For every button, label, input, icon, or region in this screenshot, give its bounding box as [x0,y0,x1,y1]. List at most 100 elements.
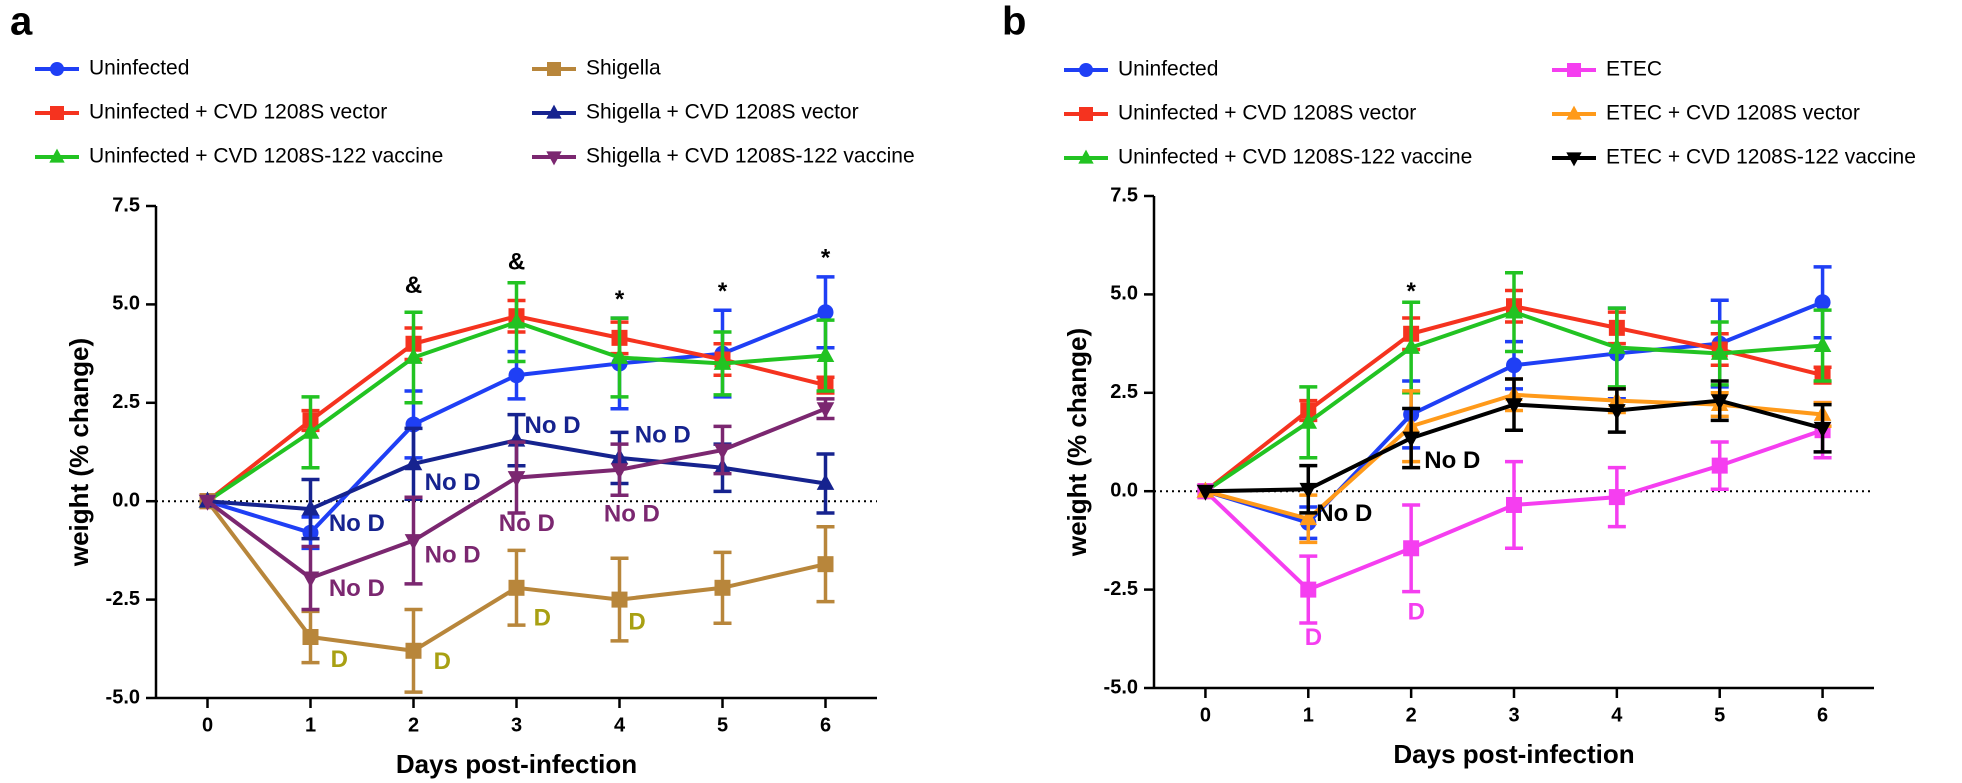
legend-label: Uninfected [89,57,189,80]
data-point [1403,540,1420,557]
x-tick-label: 2 [1406,704,1417,726]
legend-marker [49,148,65,163]
x-axis-label: Days post-infection [396,749,637,779]
legend-label: ETEC + CVD 1208S vector [1606,102,1860,125]
legend-label: Uninfected + CVD 1208S vector [1118,102,1416,125]
legend-marker [1566,152,1582,167]
x-tick-label: 5 [717,714,728,736]
panel-label: a [10,0,33,44]
annotation: No D [329,575,385,602]
legend-label: Uninfected + CVD 1208S-122 vaccine [89,145,443,168]
legend-label: Shigella [586,57,661,80]
data-point [816,473,835,490]
legend-marker [546,104,562,119]
x-tick-label: 4 [614,714,626,736]
data-point [508,579,525,596]
legend-marker [50,62,64,76]
x-tick-label: 0 [1200,704,1211,726]
data-point [1813,421,1832,438]
annotation: No D [604,500,660,527]
legend-label: Shigella + CVD 1208S vector [586,101,859,124]
data-point [713,443,732,460]
data-point [1711,457,1728,474]
legend-marker [1567,63,1581,77]
legend-marker [1079,107,1093,121]
data-point [713,353,732,370]
legend-label: Shigella + CVD 1208S-122 vaccine [586,145,915,168]
annotation: No D [425,469,481,496]
data-point [1196,484,1215,501]
data-point [302,628,319,645]
annotation: No D [499,510,555,537]
annotation: No D [1424,447,1480,474]
legend-label: ETEC [1606,58,1662,81]
data-point [1299,482,1318,499]
annotation: * [615,286,625,313]
legend-label: Uninfected + CVD 1208S vector [89,101,387,124]
annotation: No D [525,412,581,439]
legend-label: Uninfected + CVD 1208S-122 vaccine [1118,146,1472,169]
data-point [404,534,423,551]
y-axis-label: weight (% change) [1062,328,1092,557]
data-point [1813,335,1832,352]
data-point [405,642,422,659]
y-tick-label: -5.0 [1104,676,1138,698]
data-point [198,494,217,511]
annotation: No D [425,542,481,569]
data-point [1506,496,1522,513]
data-point [1608,404,1626,421]
data-point [817,556,834,573]
annotation: D [1408,599,1425,626]
data-point [1402,431,1420,448]
annotation: D [628,609,645,636]
annotation: D [1305,624,1322,651]
legend-marker [50,106,64,120]
x-tick-label: 3 [511,714,522,736]
annotation: * [1406,278,1416,305]
data-point [714,579,731,596]
data-point [1402,337,1420,354]
annotation: D [331,646,348,673]
y-tick-label: 7.5 [112,194,140,216]
y-tick-label: 0.0 [1110,479,1138,501]
annotation: & [405,272,422,299]
data-point [1505,398,1523,415]
data-point [404,347,423,364]
annotation: * [821,244,831,271]
x-tick-label: 5 [1714,704,1725,726]
data-point [1814,294,1831,311]
annotation: No D [1316,500,1372,527]
y-tick-label: -2.5 [106,588,140,610]
data-point [1608,337,1626,354]
data-point [301,571,320,588]
data-point [508,367,525,384]
y-tick-label: 5.0 [112,293,140,315]
y-tick-label: 5.0 [1110,283,1138,305]
legend-marker [1566,105,1582,120]
legend-label: ETEC + CVD 1208S-122 vaccine [1606,146,1916,169]
y-tick-label: 0.0 [112,489,140,511]
legend-marker [1078,149,1094,164]
legend-marker [547,62,561,76]
y-axis-label: weight (% change) [64,338,94,567]
annotation: & [508,248,525,275]
data-point [404,454,423,471]
x-tick-label: 2 [408,714,419,736]
panel-label: b [1002,0,1026,44]
data-point [507,471,526,488]
data-point [610,347,629,364]
data-point [816,345,835,362]
x-tick-label: 3 [1508,704,1519,726]
y-tick-label: 2.5 [112,391,140,413]
y-tick-label: -2.5 [1104,578,1138,600]
x-tick-label: 6 [820,714,831,736]
legend-label: Uninfected [1118,58,1218,81]
x-tick-label: 6 [1817,704,1828,726]
data-point [1505,302,1523,319]
legend-marker [1079,63,1093,77]
annotation: * [718,278,728,305]
data-point [507,312,526,329]
y-tick-label: 7.5 [1110,184,1138,206]
